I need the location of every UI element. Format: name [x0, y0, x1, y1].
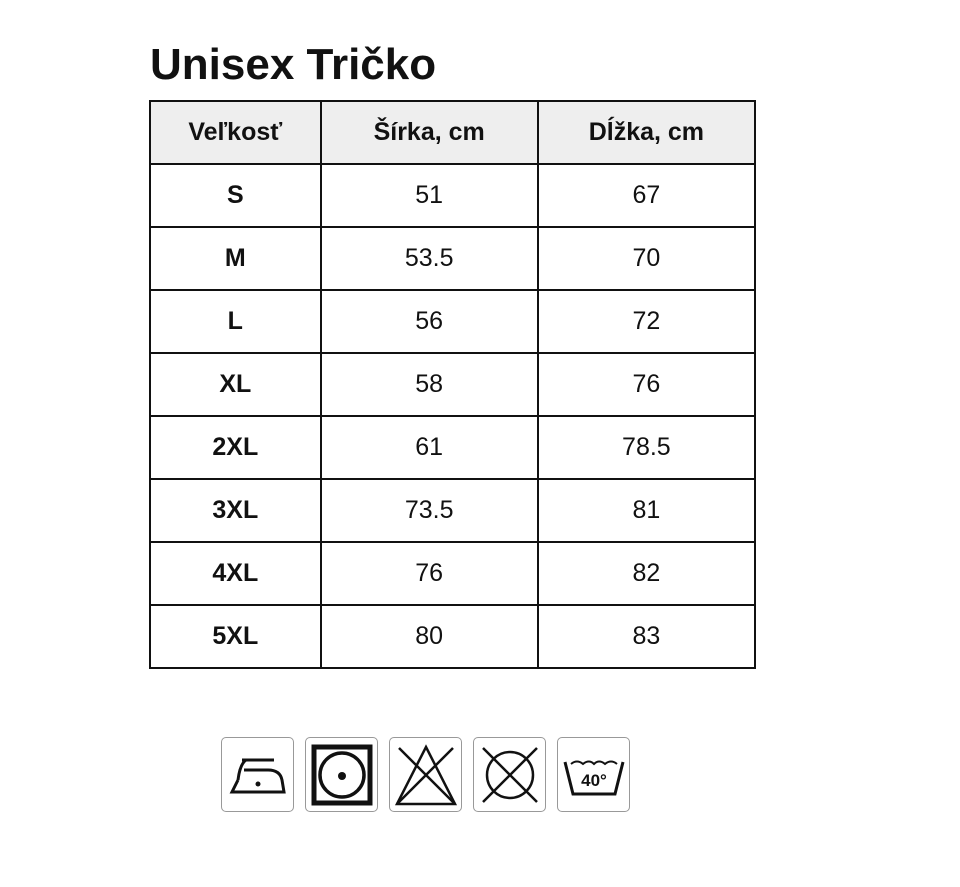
- size-table: Veľkosť Šírka, cm Dĺžka, cm S 51 67 M 53.5 70…: [149, 100, 757, 669]
- table-header-row: Veľkosť Šírka, cm Dĺžka, cm: [149, 100, 757, 165]
- table-row: 2XL 61 78.5: [149, 415, 757, 480]
- iron-low-temp-icon: [221, 737, 294, 812]
- length-cell: 78.5: [536, 415, 757, 480]
- width-cell: 76: [319, 541, 539, 606]
- header-size: Veľkosť: [149, 100, 322, 165]
- size-cell: L: [149, 289, 322, 354]
- table-row: 4XL 76 82: [149, 541, 757, 606]
- header-length: Dĺžka, cm: [536, 100, 757, 165]
- size-cell: XL: [149, 352, 322, 417]
- table-row: 3XL 73.5 81: [149, 478, 757, 543]
- table-row: XL 58 76: [149, 352, 757, 417]
- size-cell: M: [149, 226, 322, 291]
- wash-40-icon: 40°: [557, 737, 630, 812]
- length-cell: 67: [536, 163, 757, 228]
- width-cell: 80: [319, 604, 539, 669]
- size-cell: 3XL: [149, 478, 322, 543]
- page-title: Unisex Tričko: [150, 40, 437, 89]
- wash-temp-label: 40°: [581, 771, 607, 790]
- length-cell: 83: [536, 604, 757, 669]
- no-dry-clean-icon: [473, 737, 546, 812]
- table-row: 5XL 80 83: [149, 604, 757, 669]
- tumble-dry-low-icon: [305, 737, 378, 812]
- size-cell: 4XL: [149, 541, 322, 606]
- size-cell: 2XL: [149, 415, 322, 480]
- length-cell: 76: [536, 352, 757, 417]
- width-cell: 61: [319, 415, 539, 480]
- table-row: M 53.5 70: [149, 226, 757, 291]
- size-cell: 5XL: [149, 604, 322, 669]
- table-row: L 56 72: [149, 289, 757, 354]
- no-bleach-icon: [389, 737, 462, 812]
- width-cell: 58: [319, 352, 539, 417]
- width-cell: 51: [319, 163, 539, 228]
- care-icons: 40°: [221, 737, 630, 812]
- width-cell: 53.5: [319, 226, 539, 291]
- header-width: Šírka, cm: [319, 100, 539, 165]
- table-row: S 51 67: [149, 163, 757, 228]
- width-cell: 73.5: [319, 478, 539, 543]
- length-cell: 72: [536, 289, 757, 354]
- width-cell: 56: [319, 289, 539, 354]
- length-cell: 81: [536, 478, 757, 543]
- length-cell: 70: [536, 226, 757, 291]
- size-cell: S: [149, 163, 322, 228]
- length-cell: 82: [536, 541, 757, 606]
